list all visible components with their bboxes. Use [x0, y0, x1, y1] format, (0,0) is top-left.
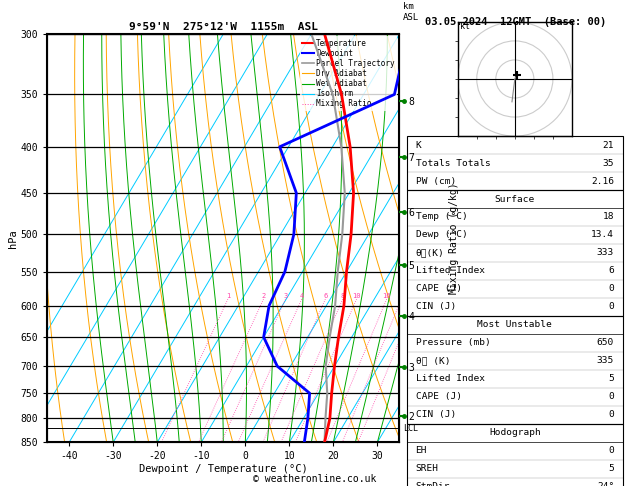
Text: Dewp (°C): Dewp (°C) [416, 230, 467, 240]
Text: PW (cm): PW (cm) [416, 176, 456, 186]
Text: 3: 3 [283, 293, 287, 299]
Text: Lifted Index: Lifted Index [416, 374, 484, 383]
Text: 2.16: 2.16 [591, 176, 614, 186]
Text: Surface: Surface [495, 194, 535, 204]
Text: 650: 650 [597, 338, 614, 347]
Text: 333: 333 [597, 248, 614, 258]
Text: 6: 6 [323, 293, 328, 299]
Text: 4: 4 [299, 293, 304, 299]
Text: SREH: SREH [416, 464, 438, 473]
Text: © weatheronline.co.uk: © weatheronline.co.uk [253, 473, 376, 484]
Text: CAPE (J): CAPE (J) [416, 392, 462, 401]
Text: CIN (J): CIN (J) [416, 410, 456, 419]
Text: Totals Totals: Totals Totals [416, 158, 491, 168]
Text: 0: 0 [608, 284, 614, 294]
Text: 13.4: 13.4 [591, 230, 614, 240]
Text: 2: 2 [261, 293, 265, 299]
Text: 35: 35 [603, 158, 614, 168]
Title: 9°59'N  275°12'W  1155m  ASL: 9°59'N 275°12'W 1155m ASL [129, 22, 318, 32]
Text: CAPE (J): CAPE (J) [416, 284, 462, 294]
Text: kt: kt [460, 22, 470, 32]
Text: 24°: 24° [597, 482, 614, 486]
Text: CIN (J): CIN (J) [416, 302, 456, 312]
Y-axis label: Mixing Ratio (g/kg): Mixing Ratio (g/kg) [449, 182, 459, 294]
Text: 0: 0 [608, 392, 614, 401]
Text: EH: EH [416, 446, 427, 455]
Text: km
ASL: km ASL [403, 2, 419, 22]
Text: K: K [416, 140, 421, 150]
Text: 0: 0 [608, 446, 614, 455]
Text: LCL: LCL [404, 424, 418, 433]
Y-axis label: hPa: hPa [8, 229, 18, 247]
Text: Pressure (mb): Pressure (mb) [416, 338, 491, 347]
Text: Temp (°C): Temp (°C) [416, 212, 467, 222]
Text: 16: 16 [382, 293, 391, 299]
Text: 8: 8 [340, 293, 345, 299]
Text: 5: 5 [608, 374, 614, 383]
Text: 1: 1 [226, 293, 230, 299]
Text: Lifted Index: Lifted Index [416, 266, 484, 276]
Text: StmDir: StmDir [416, 482, 450, 486]
Text: 6: 6 [608, 266, 614, 276]
Text: 18: 18 [603, 212, 614, 222]
Text: 03.05.2024  12GMT  (Base: 00): 03.05.2024 12GMT (Base: 00) [425, 17, 606, 27]
Text: 10: 10 [352, 293, 361, 299]
Text: 5: 5 [608, 464, 614, 473]
Text: θᴄ (K): θᴄ (K) [416, 356, 450, 365]
Text: 21: 21 [603, 140, 614, 150]
Text: Most Unstable: Most Unstable [477, 320, 552, 330]
Text: 0: 0 [608, 302, 614, 312]
Text: 0: 0 [608, 410, 614, 419]
Text: 335: 335 [597, 356, 614, 365]
X-axis label: Dewpoint / Temperature (°C): Dewpoint / Temperature (°C) [139, 464, 308, 474]
Legend: Temperature, Dewpoint, Parcel Trajectory, Dry Adiabat, Wet Adiabat, Isotherm, Mi: Temperature, Dewpoint, Parcel Trajectory… [300, 36, 397, 111]
Text: θᴄ(K): θᴄ(K) [416, 248, 444, 258]
Text: Hodograph: Hodograph [489, 428, 541, 437]
